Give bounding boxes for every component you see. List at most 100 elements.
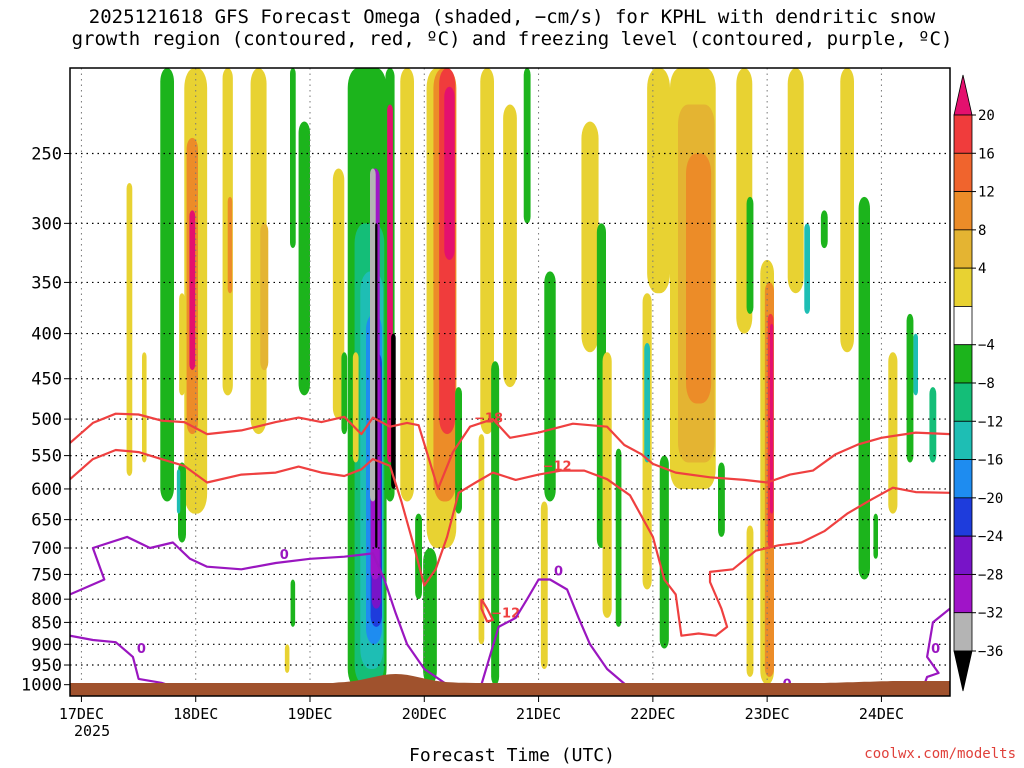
y-tick-label: 800 (31, 590, 62, 610)
dendritic-contour-label: −18 (474, 412, 503, 427)
omega-cell (260, 223, 269, 371)
y-tick-label: 350 (31, 273, 62, 293)
title-line-1: 2025121618 GFS Forecast Omega (shaded, −… (88, 6, 936, 28)
omega-cell (540, 501, 548, 670)
freezing-contour-label: 0 (280, 548, 289, 563)
omega-cell (189, 210, 196, 371)
y-tick-label: 850 (31, 613, 62, 633)
omega-cell (415, 513, 422, 600)
omega-cell (840, 68, 854, 353)
plot-frame (69, 67, 951, 697)
omega-cell (423, 548, 437, 685)
omega-cell (746, 525, 754, 677)
colorbar-label: −24 (978, 529, 1003, 545)
omega-cell (284, 644, 290, 674)
omega-cell (290, 68, 296, 249)
omega-cell (160, 68, 174, 502)
colorbar-bin (953, 114, 973, 154)
omega-cell (491, 361, 500, 685)
omega-cell (913, 333, 918, 396)
y-tick-label: 400 (31, 325, 62, 345)
x-tick-label: 19DEC (287, 705, 332, 723)
colorbar-label: −12 (978, 414, 1003, 430)
omega-cell (176, 469, 181, 514)
omega-cell (290, 579, 296, 627)
omega-cell (455, 387, 462, 514)
omega-cell (770, 323, 774, 514)
y-axis: 2503003504004505005506006507007508008509… (21, 144, 70, 696)
omega-cell (746, 196, 754, 314)
colorbar-bin (953, 574, 973, 614)
colorbar-bin (953, 535, 973, 575)
credit-link[interactable]: coolwx.com/modelts (864, 746, 1016, 762)
colorbar-bin (953, 229, 973, 269)
omega-cell (400, 68, 414, 502)
omega-cell (352, 352, 359, 463)
title-line-2: growth region (contoured, red, ºC) and f… (71, 28, 953, 50)
omega-cell (659, 455, 669, 649)
dendritic-contour-label: −12 (543, 460, 572, 475)
dendritic-contour (70, 412, 950, 490)
x-tick-label: 20DEC (402, 705, 447, 723)
dendritic-contour (70, 448, 950, 637)
omega-cell (906, 313, 914, 463)
y-tick-label: 650 (31, 511, 62, 531)
omega-cell (126, 182, 133, 476)
colorbar-label: −8 (978, 376, 995, 392)
colorbar-bin (953, 267, 973, 307)
chart-title: 2025121618 GFS Forecast Omega (shaded, −… (0, 6, 1024, 50)
freezing-contour (70, 634, 174, 688)
omega-cell (179, 293, 185, 396)
x-tick-label: 24DEC (859, 705, 904, 723)
colorbar-bottom-arrow (953, 650, 973, 692)
colorbar-label: 20 (978, 108, 995, 124)
x-tick-label: 17DEC (59, 705, 104, 723)
terrain (70, 674, 950, 696)
omega-cell (341, 352, 348, 435)
year-label: 2025 (74, 722, 111, 740)
y-tick-label: 300 (31, 214, 62, 234)
colorbar-bin (953, 382, 973, 422)
colorbar-bin (953, 420, 973, 460)
y-tick-label: 500 (31, 410, 62, 430)
colorbar-label: −4 (978, 338, 995, 354)
dendritic-contour (480, 598, 494, 623)
colorbar-bin (953, 497, 973, 537)
omega-cell (375, 223, 378, 549)
omega-cell (804, 223, 810, 314)
omega-cell (581, 121, 599, 353)
freezing-contour-label: 0 (137, 642, 146, 657)
omega-cell (391, 333, 396, 489)
colorbar-bin (953, 459, 973, 499)
omega-cell (929, 387, 937, 463)
y-tick-label: 250 (31, 144, 62, 164)
omega-cell (544, 271, 556, 502)
freezing-contour (70, 535, 448, 686)
x-tick-label: 22DEC (630, 705, 675, 723)
terrain-fill (70, 674, 950, 696)
x-tick-label: 21DEC (516, 705, 561, 723)
omega-cell (480, 68, 494, 435)
omega-cell (332, 168, 345, 420)
freezing-contour-label: 0 (931, 642, 940, 657)
y-tick-label: 600 (31, 480, 62, 500)
colorbar: 20 16 12 8 4 −4 −8 −12 −16 −20 −24 −28 −32 −36 (953, 74, 1003, 692)
colorbar-bin (953, 152, 973, 192)
omega-cell (523, 68, 531, 224)
colorbar-label: 4 (978, 261, 986, 277)
omega-cell (787, 68, 804, 294)
freezing-contour-label: 0 (554, 565, 563, 580)
y-tick-label: 950 (31, 656, 62, 676)
omega-cell (142, 352, 147, 463)
x-tick-label: 23DEC (745, 705, 790, 723)
colorbar-label: −28 (978, 567, 1003, 583)
omega-cell (858, 196, 870, 580)
omega-cell (820, 210, 828, 249)
omega-cell (873, 513, 878, 559)
x-axis: 17DEC 18DEC 19DEC 20DEC 21DEC 22DEC 23DEC 24DEC (59, 696, 904, 723)
omega-cell (298, 121, 310, 396)
omega-cell (686, 153, 712, 404)
y-tick-label: 700 (31, 539, 62, 559)
freezing-contour (920, 607, 950, 693)
